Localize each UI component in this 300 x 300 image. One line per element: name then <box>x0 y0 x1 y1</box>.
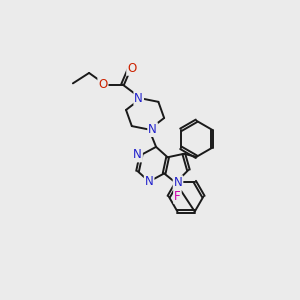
Text: F: F <box>174 190 181 203</box>
Text: N: N <box>148 123 157 136</box>
Text: N: N <box>134 92 143 105</box>
Text: N: N <box>174 176 182 189</box>
Text: N: N <box>133 148 142 161</box>
Text: O: O <box>127 62 136 75</box>
Text: O: O <box>98 78 108 91</box>
Text: N: N <box>145 175 154 188</box>
